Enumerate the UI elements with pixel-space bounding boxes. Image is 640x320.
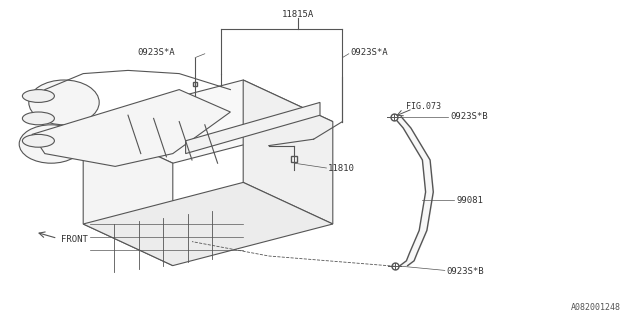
Text: A082001248: A082001248 — [571, 303, 621, 312]
Text: 0923S*A: 0923S*A — [138, 48, 175, 57]
Text: 11810: 11810 — [328, 164, 355, 173]
Polygon shape — [83, 80, 333, 163]
Polygon shape — [83, 122, 173, 266]
Text: 99081: 99081 — [456, 196, 483, 204]
Ellipse shape — [22, 90, 54, 102]
Text: 0923S*B: 0923S*B — [447, 267, 484, 276]
Ellipse shape — [22, 134, 54, 147]
Polygon shape — [32, 90, 230, 166]
Ellipse shape — [29, 80, 99, 125]
Polygon shape — [83, 182, 333, 266]
Text: FIG.073: FIG.073 — [406, 102, 442, 111]
Text: 11815A: 11815A — [282, 10, 314, 19]
Text: 0923S*B: 0923S*B — [450, 112, 488, 121]
Ellipse shape — [22, 112, 54, 125]
Polygon shape — [243, 80, 333, 224]
Text: 0923S*A: 0923S*A — [351, 48, 388, 57]
Polygon shape — [186, 102, 320, 154]
Text: FRONT: FRONT — [61, 235, 88, 244]
Ellipse shape — [19, 125, 83, 163]
